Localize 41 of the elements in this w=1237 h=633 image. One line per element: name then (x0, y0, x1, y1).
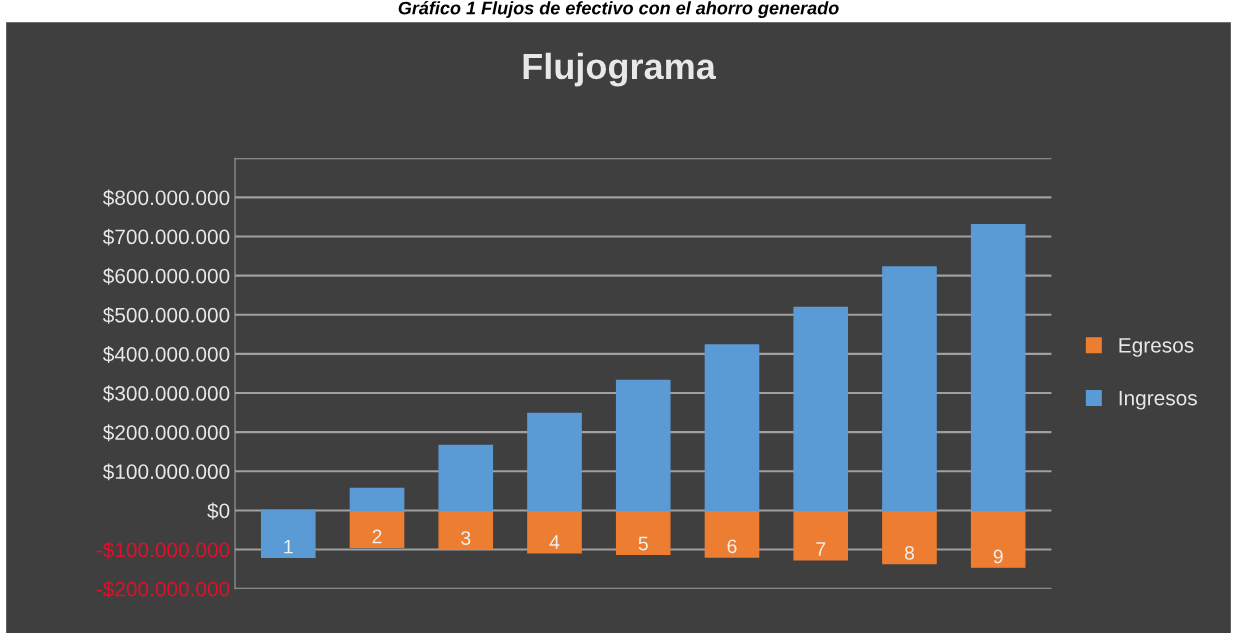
y-tick-label: $500.000.000 (102, 306, 230, 324)
bar (970, 509, 1026, 568)
x-tick-label: 1 (284, 539, 293, 554)
bar (970, 224, 1026, 512)
y-tick-label: $700.000.000 (102, 228, 230, 246)
y-tick-label: -$200.000.000 (96, 580, 230, 598)
bar (527, 412, 582, 512)
y-tick-label: $0 (207, 502, 230, 520)
legend-label: Egresos (1119, 338, 1194, 357)
bar (793, 509, 849, 561)
bar (704, 509, 760, 558)
x-tick-label: 2 (372, 529, 382, 544)
y-tick-label: $100.000.000 (102, 463, 230, 481)
x-tick-label: 3 (461, 531, 471, 545)
x-tick-label: 7 (816, 542, 826, 556)
bar (438, 509, 494, 550)
bar (882, 266, 937, 512)
text: Gráfico 1 Flujos de efectivo con el ahorro generado (398, 1, 839, 18)
x-tick-label: 5 (638, 536, 648, 551)
bar (438, 444, 494, 512)
x-tick-label: 8 (904, 546, 915, 560)
bar (260, 509, 316, 559)
chart-title: Flujograma (523, 52, 717, 87)
y-tick-label: $600.000.000 (102, 267, 230, 285)
y-tick-label: $300.000.000 (102, 385, 230, 403)
bar (349, 487, 405, 512)
bar (615, 379, 671, 512)
bar (349, 509, 405, 548)
y-tick-label: $400.000.000 (102, 346, 230, 363)
y-tick-label: $800.000.000 (102, 189, 230, 207)
bar (882, 509, 937, 565)
y-tick-label: $200.000.000 (102, 424, 230, 442)
legend-label: Ingresos (1119, 390, 1197, 410)
bar (704, 344, 760, 512)
bar (615, 509, 671, 555)
x-tick-label: 4 (549, 535, 560, 549)
y-tick-label: -$100.000.000 (96, 541, 230, 559)
bar (527, 509, 582, 554)
x-tick-label: 9 (993, 549, 1003, 564)
bar (793, 306, 849, 512)
x-tick-label: 6 (727, 539, 737, 554)
